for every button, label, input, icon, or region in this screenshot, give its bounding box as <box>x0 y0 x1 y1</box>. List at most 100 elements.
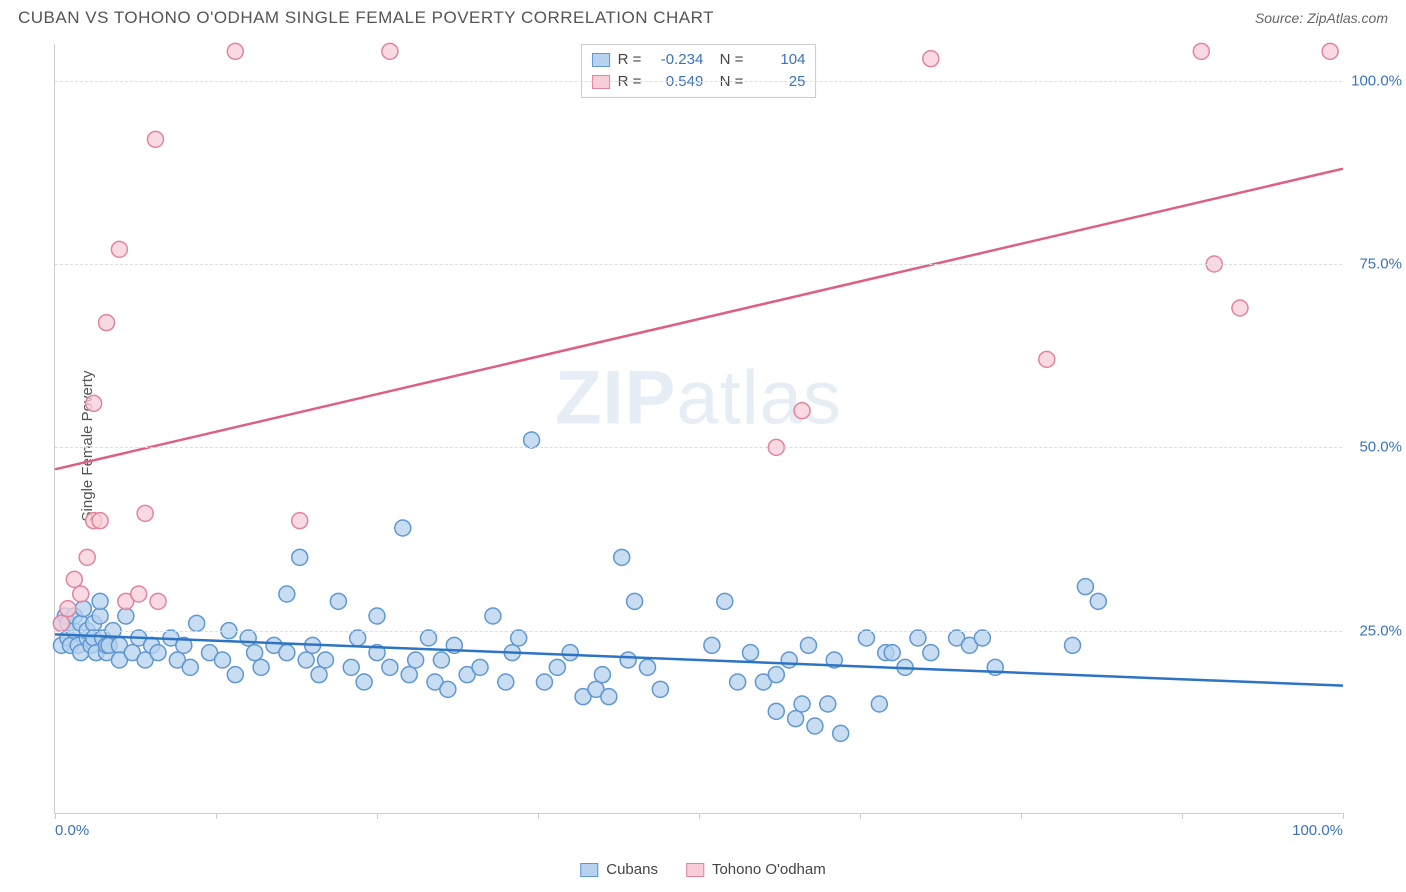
scatter-plot-svg <box>55 44 1342 813</box>
data-point <box>549 659 565 675</box>
x-tick-mark <box>55 813 56 819</box>
x-tick-mark <box>216 813 217 819</box>
gridline <box>55 631 1342 632</box>
data-point <box>511 630 527 646</box>
gridline <box>55 447 1342 448</box>
legend-item: Cubans <box>580 861 658 878</box>
data-point <box>524 432 540 448</box>
x-tick-label: 100.0% <box>1292 822 1343 839</box>
data-point <box>147 131 163 147</box>
data-point <box>182 659 198 675</box>
data-point <box>292 513 308 529</box>
data-point <box>620 652 636 668</box>
stat-n-label: N = <box>711 71 743 93</box>
data-point <box>601 689 617 705</box>
data-point <box>317 652 333 668</box>
data-point <box>704 637 720 653</box>
data-point <box>311 667 327 683</box>
x-tick-mark <box>860 813 861 819</box>
trend-line <box>55 169 1343 470</box>
data-point <box>227 43 243 59</box>
x-tick-label: 0.0% <box>55 822 89 839</box>
data-point <box>137 505 153 521</box>
data-point <box>79 549 95 565</box>
data-point <box>240 630 256 646</box>
trend-line <box>55 634 1343 685</box>
data-point <box>343 659 359 675</box>
stat-n-label: N = <box>711 49 743 71</box>
data-point <box>86 395 102 411</box>
x-tick-mark <box>1343 813 1344 819</box>
data-point <box>768 703 784 719</box>
data-point <box>974 630 990 646</box>
data-point <box>279 586 295 602</box>
data-point <box>871 696 887 712</box>
legend-label: Tohono O'odham <box>712 861 826 878</box>
data-point <box>485 608 501 624</box>
data-point <box>227 667 243 683</box>
legend-swatch <box>592 75 610 89</box>
data-point <box>247 645 263 661</box>
data-point <box>1039 351 1055 367</box>
y-tick-label: 50.0% <box>1359 439 1402 456</box>
data-point <box>794 696 810 712</box>
data-point <box>118 608 134 624</box>
stat-row: R =-0.234 N =104 <box>592 49 806 71</box>
data-point <box>92 593 108 609</box>
legend: Cubans Tohono O'odham <box>580 861 825 878</box>
data-point <box>768 667 784 683</box>
stat-r-value: -0.234 <box>649 49 703 71</box>
legend-label: Cubans <box>606 861 658 878</box>
data-point <box>652 681 668 697</box>
x-tick-mark <box>377 813 378 819</box>
chart-title: CUBAN VS TOHONO O'ODHAM SINGLE FEMALE PO… <box>18 8 714 28</box>
data-point <box>717 593 733 609</box>
data-point <box>214 652 230 668</box>
data-point <box>820 696 836 712</box>
gridline <box>55 264 1342 265</box>
data-point <box>788 711 804 727</box>
data-point <box>298 652 314 668</box>
data-point <box>1322 43 1338 59</box>
data-point <box>923 51 939 67</box>
x-tick-mark <box>538 813 539 819</box>
data-point <box>1077 579 1093 595</box>
data-point <box>923 645 939 661</box>
legend-swatch <box>592 53 610 67</box>
data-point <box>627 593 643 609</box>
data-point <box>807 718 823 734</box>
data-point <box>794 403 810 419</box>
data-point <box>369 608 385 624</box>
data-point <box>472 659 488 675</box>
legend-swatch <box>580 863 598 877</box>
stat-r-label: R = <box>618 71 642 93</box>
data-point <box>408 652 424 668</box>
data-point <box>498 674 514 690</box>
data-point <box>421 630 437 646</box>
data-point <box>356 674 372 690</box>
data-point <box>1090 593 1106 609</box>
data-point <box>382 659 398 675</box>
stat-r-value: 0.549 <box>649 71 703 93</box>
data-point <box>279 645 295 661</box>
chart-plot-area: ZIPatlas R =-0.234 N =104R =0.549 N =25 … <box>54 44 1342 814</box>
x-tick-mark <box>1021 813 1022 819</box>
data-point <box>111 241 127 257</box>
data-point <box>92 608 108 624</box>
data-point <box>910 630 926 646</box>
data-point <box>292 549 308 565</box>
data-point <box>73 586 89 602</box>
x-tick-mark <box>699 813 700 819</box>
data-point <box>401 667 417 683</box>
data-point <box>330 593 346 609</box>
data-point <box>743 645 759 661</box>
source-attribution: Source: ZipAtlas.com <box>1255 10 1388 26</box>
data-point <box>594 667 610 683</box>
gridline <box>55 81 1342 82</box>
correlation-stats-box: R =-0.234 N =104R =0.549 N =25 <box>581 44 817 98</box>
legend-item: Tohono O'odham <box>686 861 826 878</box>
y-tick-label: 100.0% <box>1351 72 1402 89</box>
data-point <box>614 549 630 565</box>
data-point <box>1232 300 1248 316</box>
data-point <box>395 520 411 536</box>
